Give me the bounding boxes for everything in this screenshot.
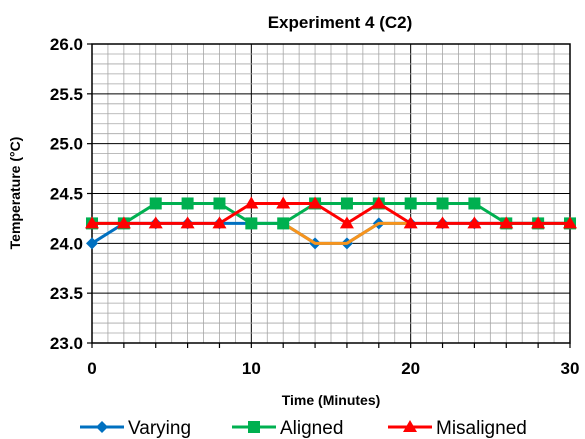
- data-point: [276, 196, 291, 209]
- data-point: [244, 196, 259, 209]
- x-tick-label: 30: [561, 359, 580, 378]
- y-axis-label: Temperature (°C): [7, 137, 23, 250]
- x-axis-label: Time (Minutes): [282, 392, 381, 408]
- data-point: [531, 216, 546, 229]
- x-axis-ticks: 0 10 20 30: [87, 343, 579, 378]
- series-unlabeled: [282, 221, 411, 245]
- y-tick-label: 24.5: [50, 185, 83, 204]
- data-point: [86, 237, 98, 250]
- data-point: [371, 196, 386, 209]
- data-point: [499, 216, 514, 229]
- legend-marker: [96, 421, 108, 433]
- y-tick-label: 25.5: [50, 85, 83, 104]
- data-point: [148, 216, 163, 229]
- legend-label: Aligned: [280, 418, 343, 439]
- series-line: [92, 201, 570, 225]
- x-tick-label: 10: [242, 359, 261, 378]
- legend-item-varying: Varying: [80, 418, 191, 439]
- legend-marker: [403, 420, 417, 432]
- grid: [92, 44, 570, 343]
- chart-title: Experiment 4 (C2): [268, 13, 413, 32]
- data-point: [436, 197, 449, 210]
- legend-label: Misaligned: [436, 418, 527, 439]
- series-line: [282, 221, 411, 245]
- data-point: [181, 197, 194, 210]
- data-point: [403, 216, 418, 229]
- y-axis-ticks: 23.0 23.5 24.0 24.5 25.0 25.5 26.0: [50, 35, 92, 353]
- legend-item-misaligned: Misaligned: [388, 418, 527, 439]
- y-tick-label: 23.5: [50, 284, 83, 303]
- series-line: [92, 201, 570, 225]
- data-point: [213, 197, 226, 210]
- data-point: [468, 197, 481, 210]
- data-point: [245, 217, 258, 230]
- data-point: [467, 216, 482, 229]
- data-point: [85, 216, 99, 229]
- data-point: [435, 216, 450, 229]
- series-misaligned: [85, 196, 577, 229]
- y-tick-label: 26.0: [50, 35, 83, 54]
- series-layer: [85, 196, 577, 250]
- legend-marker: [248, 421, 260, 433]
- data-point: [340, 197, 353, 210]
- x-tick-label: 20: [401, 359, 420, 378]
- data-point: [339, 216, 354, 229]
- y-tick-label: 24.0: [50, 234, 83, 253]
- data-point: [277, 217, 290, 230]
- data-point: [212, 216, 227, 229]
- data-point: [308, 196, 323, 209]
- legend: Varying Aligned Misaligned: [80, 418, 527, 439]
- legend-item-aligned: Aligned: [232, 418, 343, 439]
- legend-label: Varying: [128, 418, 191, 439]
- data-point: [563, 216, 577, 229]
- y-tick-label: 23.0: [50, 334, 83, 353]
- y-tick-label: 25.0: [50, 135, 83, 154]
- x-tick-label: 0: [87, 359, 96, 378]
- data-point: [404, 197, 417, 210]
- data-point: [149, 197, 162, 210]
- data-point: [116, 216, 131, 229]
- data-point: [180, 216, 195, 229]
